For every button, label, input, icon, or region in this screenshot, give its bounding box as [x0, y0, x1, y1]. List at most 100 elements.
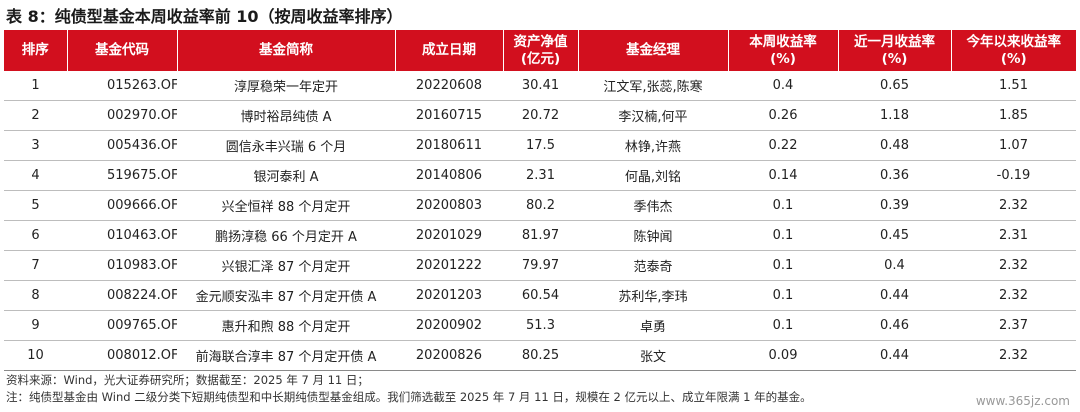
cell-name: 兴银汇泽 87 个月定开 — [177, 250, 395, 281]
fund-table: 排序 基金代码 基金简称 成立日期 资产净值 (亿元) 基金经理 本周收益率 (… — [4, 30, 1076, 371]
cell-name: 博时裕昂纯债 A — [177, 100, 395, 131]
cell-manager: 卓勇 — [578, 310, 728, 341]
cell-manager: 陈钟闻 — [578, 220, 728, 251]
cell-ytd-return: 2.31 — [951, 220, 1076, 251]
header-ytd-return: 今年以来收益率 (%) — [950, 30, 1076, 71]
cell-manager: 范泰奇 — [578, 250, 728, 281]
cell-ytd-return: -0.19 — [951, 160, 1076, 191]
cell-code: 009666.OF — [67, 190, 177, 221]
cell-month-return: 0.44 — [838, 280, 951, 311]
header-manager: 基金经理 — [577, 30, 728, 71]
cell-rank: 5 — [4, 190, 67, 221]
cell-manager: 林铮,许燕 — [578, 130, 728, 161]
table-row: 8 008224.OF 金元顺安泓丰 87 个月定开债 A 20201203 6… — [4, 280, 1076, 311]
cell-manager: 何晶,刘铭 — [578, 160, 728, 191]
cell-nav: 20.72 — [503, 100, 578, 131]
cell-rank: 2 — [4, 100, 67, 131]
cell-rank: 8 — [4, 280, 67, 311]
cell-manager: 苏利华,李玮 — [578, 280, 728, 311]
methodology-note: 注：纯债型基金由 Wind 二级分类下短期纯债型和中长期纯债型基金组成。我们筛选… — [6, 390, 812, 404]
cell-ytd-return: 1.07 — [951, 130, 1076, 161]
cell-name: 淳厚稳荣一年定开 — [177, 71, 395, 101]
cell-nav: 60.54 — [503, 280, 578, 311]
cell-rank: 4 — [4, 160, 67, 191]
cell-manager: 张文 — [578, 340, 728, 371]
source-note: 资料来源：Wind，光大证券研究所；数据截至：2025 年 7 月 11 日； — [6, 373, 369, 387]
cell-month-return: 0.45 — [838, 220, 951, 251]
cell-nav: 2.31 — [503, 160, 578, 191]
cell-date: 20140806 — [395, 160, 503, 191]
cell-name: 前海联合淳丰 87 个月定开债 A — [177, 340, 395, 371]
cell-manager: 季伟杰 — [578, 190, 728, 221]
cell-date: 20200826 — [395, 340, 503, 371]
cell-date: 20201222 — [395, 250, 503, 281]
cell-code: 010463.OF — [67, 220, 177, 251]
table-row: 4 519675.OF 银河泰利 A 20140806 2.31 何晶,刘铭 0… — [4, 160, 1076, 191]
header-month-line2: (%) — [881, 50, 908, 67]
cell-nav: 51.3 — [503, 310, 578, 341]
cell-date: 20201029 — [395, 220, 503, 251]
header-month-line1: 近一月收益率 — [854, 33, 935, 50]
header-nav-line1: 资产净值 — [513, 33, 568, 50]
cell-ytd-return: 2.32 — [951, 280, 1076, 311]
cell-date: 20200902 — [395, 310, 503, 341]
cell-nav: 79.97 — [503, 250, 578, 281]
cell-rank: 1 — [4, 71, 67, 101]
cell-code: 009765.OF — [67, 310, 177, 341]
cell-month-return: 0.4 — [838, 250, 951, 281]
cell-ytd-return: 2.37 — [951, 310, 1076, 341]
header-date: 成立日期 — [394, 30, 503, 71]
cell-month-return: 0.36 — [838, 160, 951, 191]
table-row: 3 005436.OF 圆信永丰兴瑞 6 个月 20180611 17.5 林铮… — [4, 130, 1076, 161]
cell-week-return: 0.4 — [728, 71, 838, 101]
cell-name: 惠升和煦 88 个月定开 — [177, 310, 395, 341]
cell-week-return: 0.1 — [728, 220, 838, 251]
cell-week-return: 0.22 — [728, 130, 838, 161]
cell-manager: 李汉楠,何平 — [578, 100, 728, 131]
cell-name: 鹏扬淳稳 66 个月定开 A — [177, 220, 395, 251]
cell-nav: 17.5 — [503, 130, 578, 161]
header-week-line1: 本周收益率 — [749, 33, 817, 50]
cell-manager: 江文军,张蕊,陈寒 — [578, 71, 728, 101]
header-nav: 资产净值 (亿元) — [502, 30, 578, 71]
header-name: 基金简称 — [176, 30, 395, 71]
cell-week-return: 0.1 — [728, 250, 838, 281]
cell-month-return: 0.65 — [838, 71, 951, 101]
cell-ytd-return: 2.32 — [951, 190, 1076, 221]
cell-date: 20220608 — [395, 71, 503, 101]
cell-month-return: 0.39 — [838, 190, 951, 221]
cell-ytd-return: 1.85 — [951, 100, 1076, 131]
cell-name: 兴全恒祥 88 个月定开 — [177, 190, 395, 221]
cell-code: 008012.OF — [67, 340, 177, 371]
cell-date: 20200803 — [395, 190, 503, 221]
cell-nav: 30.41 — [503, 71, 578, 101]
cell-name: 金元顺安泓丰 87 个月定开债 A — [177, 280, 395, 311]
table-row: 5 009666.OF 兴全恒祥 88 个月定开 20200803 80.2 季… — [4, 190, 1076, 221]
cell-ytd-return: 1.51 — [951, 71, 1076, 101]
watermark: www.365jz.com — [975, 394, 1070, 408]
table-title: 表 8：纯债型基金本周收益率前 10（按周收益率排序） — [6, 7, 403, 26]
cell-nav: 80.2 — [503, 190, 578, 221]
cell-month-return: 0.48 — [838, 130, 951, 161]
cell-week-return: 0.1 — [728, 310, 838, 341]
cell-rank: 10 — [4, 340, 67, 371]
cell-code: 005436.OF — [67, 130, 177, 161]
header-week-line2: (%) — [770, 50, 796, 67]
cell-month-return: 0.44 — [838, 340, 951, 371]
cell-rank: 3 — [4, 130, 67, 161]
cell-rank: 9 — [4, 310, 67, 341]
table-row: 7 010983.OF 兴银汇泽 87 个月定开 20201222 79.97 … — [4, 250, 1076, 281]
cell-code: 008224.OF — [67, 280, 177, 311]
header-row: 排序 基金代码 基金简称 成立日期 资产净值 (亿元) 基金经理 本周收益率 (… — [4, 30, 1076, 71]
cell-rank: 7 — [4, 250, 67, 281]
table-row: 1 015263.OF 淳厚稳荣一年定开 20220608 30.41 江文军,… — [4, 71, 1076, 101]
table-row: 2 002970.OF 博时裕昂纯债 A 20160715 20.72 李汉楠,… — [4, 100, 1076, 131]
table-row: 9 009765.OF 惠升和煦 88 个月定开 20200902 51.3 卓… — [4, 310, 1076, 341]
table-row: 10 008012.OF 前海联合淳丰 87 个月定开债 A 20200826 … — [4, 340, 1076, 371]
cell-week-return: 0.09 — [728, 340, 838, 371]
header-week-return: 本周收益率 (%) — [727, 30, 838, 71]
cell-code: 010983.OF — [67, 250, 177, 281]
cell-ytd-return: 2.32 — [951, 250, 1076, 281]
cell-code: 015263.OF — [67, 71, 177, 101]
footnotes: 资料来源：Wind，光大证券研究所；数据截至：2025 年 7 月 11 日； … — [6, 372, 812, 406]
